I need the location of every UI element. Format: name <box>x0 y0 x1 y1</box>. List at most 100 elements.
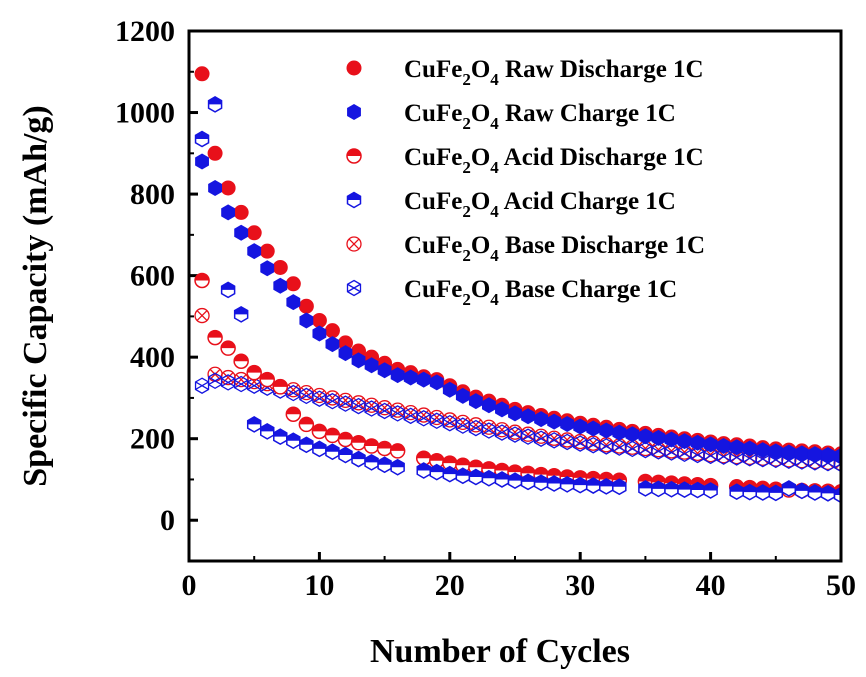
data-point <box>312 440 327 458</box>
data-point <box>350 435 367 451</box>
data-point <box>233 204 249 220</box>
data-point <box>220 180 236 196</box>
data-point <box>573 418 588 435</box>
data-point <box>377 456 392 474</box>
legend-marker <box>346 148 362 164</box>
data-point <box>299 312 314 329</box>
data-point <box>390 458 405 476</box>
data-point <box>311 423 328 440</box>
data-point <box>208 179 223 196</box>
data-series <box>194 66 841 504</box>
data-point <box>273 428 288 446</box>
data-point <box>403 369 418 386</box>
data-point <box>298 416 315 433</box>
data-point <box>742 483 757 501</box>
data-point <box>690 434 705 451</box>
data-point <box>546 475 562 492</box>
data-point <box>285 406 302 422</box>
data-point <box>612 424 627 441</box>
series-1 <box>195 153 841 464</box>
y-tick-label: 1200 <box>115 15 175 48</box>
data-point <box>337 431 354 448</box>
data-point <box>494 424 510 441</box>
x-tick-label: 30 <box>565 569 595 602</box>
data-point <box>677 481 692 499</box>
data-point <box>246 225 262 241</box>
x-tick-label: 50 <box>826 569 856 602</box>
data-point <box>272 379 289 395</box>
y-tick-label: 0 <box>160 504 175 537</box>
legend-label: CuFe2O4 Base Charge 1C <box>404 276 677 309</box>
legend-label: CuFe2O4 Acid Charge 1C <box>404 188 676 221</box>
data-point <box>207 145 223 161</box>
data-point <box>703 436 718 453</box>
series-5 <box>194 372 841 473</box>
data-point <box>638 428 653 445</box>
data-point <box>494 471 510 488</box>
x-tick-label: 10 <box>304 569 334 602</box>
data-point <box>389 443 406 459</box>
data-point <box>481 469 497 487</box>
data-point <box>833 486 841 504</box>
legend-marker <box>346 191 362 209</box>
data-point <box>612 478 627 496</box>
legend-marker <box>346 236 362 252</box>
data-point <box>207 329 223 346</box>
data-point <box>338 395 353 412</box>
data-point <box>285 276 301 292</box>
legend: CuFe2O4 Raw Discharge 1C CuFe2O4 Raw Char… <box>346 56 705 309</box>
data-point <box>325 443 340 461</box>
y-tick-label: 600 <box>130 260 175 293</box>
data-point <box>651 443 666 460</box>
data-point <box>233 353 249 369</box>
data-point <box>416 462 431 479</box>
data-point <box>703 482 718 499</box>
data-point <box>286 294 301 311</box>
data-point <box>651 429 666 446</box>
data-point <box>625 440 640 458</box>
data-point <box>324 323 340 339</box>
y-axis-title: Specific Capacity (mAh/g) <box>17 105 54 487</box>
data-point <box>755 484 771 501</box>
data-point <box>259 371 275 388</box>
data-point <box>560 433 575 451</box>
data-point <box>559 475 575 493</box>
data-point <box>612 439 627 456</box>
x-tick-label: 40 <box>696 569 726 602</box>
data-point <box>298 298 314 314</box>
y-tick-label: 400 <box>130 341 175 374</box>
data-point <box>442 414 457 432</box>
data-point <box>351 450 366 468</box>
x-tick-label: 20 <box>435 569 465 602</box>
data-point <box>768 484 784 502</box>
data-point <box>495 401 509 418</box>
data-point <box>416 371 431 388</box>
data-point <box>220 281 236 299</box>
data-point <box>599 438 614 455</box>
data-point <box>638 480 653 497</box>
data-point <box>664 444 679 461</box>
data-point <box>234 375 249 393</box>
data-point <box>781 480 797 497</box>
data-point <box>311 312 327 328</box>
data-point <box>573 435 588 452</box>
data-point <box>351 397 366 415</box>
data-point <box>338 345 353 362</box>
data-point <box>664 431 679 448</box>
data-point <box>468 468 484 486</box>
data-point <box>729 439 744 456</box>
data-point <box>364 357 379 374</box>
data-point <box>716 438 731 455</box>
data-point <box>195 153 209 170</box>
data-point <box>560 416 575 433</box>
data-point <box>651 480 666 498</box>
x-tick-label: 0 <box>182 569 197 602</box>
legend-label: CuFe2O4 Raw Charge 1C <box>404 100 676 133</box>
data-point <box>247 243 262 260</box>
data-point <box>220 340 236 356</box>
data-point <box>820 484 836 502</box>
data-point <box>429 374 444 391</box>
data-point <box>533 474 549 492</box>
data-point <box>338 446 353 464</box>
